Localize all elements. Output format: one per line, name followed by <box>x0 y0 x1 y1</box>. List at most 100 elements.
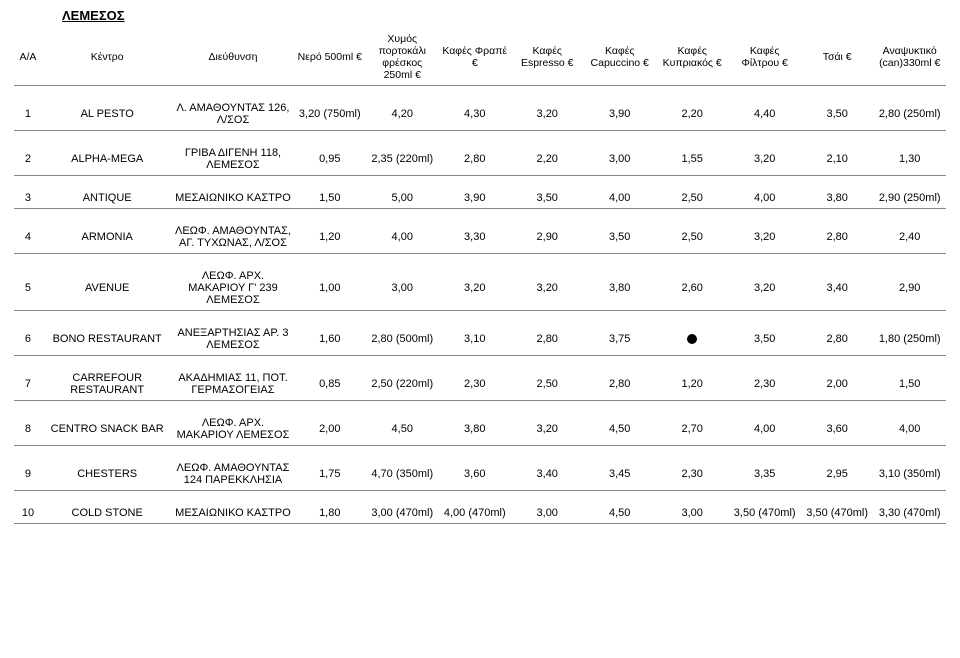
cell-aa: 6 <box>14 323 42 356</box>
cell-value: 3,60 <box>801 413 873 446</box>
cell-value: 2,60 <box>656 266 728 311</box>
cell-name: ALPHA-MEGA <box>42 143 172 176</box>
cell-address: ΛΕΩΦ. ΑΡΧ. ΜΑΚΑΡΙΟΥ ΛΕΜΕΣΟΣ <box>172 413 293 446</box>
cell-value: 3,20 <box>511 413 583 446</box>
cell-address: ΑΝΕΞΑΡΤΗΣΙΑΣ ΑΡ. 3 ΛΕΜΕΣΟΣ <box>172 323 293 356</box>
cell-value: 3,50 <box>511 188 583 209</box>
cell-value: 1,80 (250ml) <box>873 323 946 356</box>
cell-value: 3,50 (470ml) <box>801 503 873 524</box>
cell-value: 1,20 <box>294 221 366 254</box>
cell-value: 3,90 <box>439 188 511 209</box>
cell-value: 1,00 <box>294 266 366 311</box>
cell-aa: 7 <box>14 368 42 401</box>
cell-value: 2,90 <box>873 266 946 311</box>
cell-address: ΛΕΩΦ. ΑΡΧ. ΜΑΚΑΡΙΟΥ Γ' 239 ΛΕΜΕΣΟΣ <box>172 266 293 311</box>
cell-value: 4,50 <box>583 503 655 524</box>
col-capuccino: Καφές Capuccino € <box>583 29 655 86</box>
cell-value: 3,20 <box>728 143 800 176</box>
cell-aa: 1 <box>14 98 42 131</box>
cell-value: 3,90 <box>583 98 655 131</box>
cell-value: 3,10 <box>439 323 511 356</box>
col-juice: Χυμός πορτοκάλι φρέσκος 250ml € <box>366 29 438 86</box>
cell-value: 3,20 <box>439 266 511 311</box>
cell-value: 4,00 <box>366 221 438 254</box>
col-addr: Διεύθυνση <box>172 29 293 86</box>
cell-value: 2,80 (500ml) <box>366 323 438 356</box>
cell-name: CENTRO SNACK BAR <box>42 413 172 446</box>
cell-value: 0,95 <box>294 143 366 176</box>
cell-value: 3,00 <box>366 266 438 311</box>
table-header-row: A/A Κέντρο Διεύθυνση Νερό 500ml € Χυμός … <box>14 29 946 86</box>
cell-address: Λ. ΑΜΑΘΟΥΝΤΑΣ 126, Λ/ΣΟΣ <box>172 98 293 131</box>
cell-value: 2,80 <box>801 323 873 356</box>
col-aa: A/A <box>14 29 42 86</box>
cell-name: COLD STONE <box>42 503 172 524</box>
table-row: 1AL PESTOΛ. ΑΜΑΘΟΥΝΤΑΣ 126, Λ/ΣΟΣ3,20 (7… <box>14 98 946 131</box>
cell-name: AVENUE <box>42 266 172 311</box>
cell-value: 1,50 <box>873 368 946 401</box>
cell-value: 4,50 <box>583 413 655 446</box>
cell-value: 2,80 (250ml) <box>873 98 946 131</box>
cell-value: 1,20 <box>656 368 728 401</box>
cell-value: 4,00 <box>728 413 800 446</box>
cell-value: 4,30 <box>439 98 511 131</box>
cell-value: 4,40 <box>728 98 800 131</box>
cell-value: 0,85 <box>294 368 366 401</box>
table-row: 6BONO RESTAURANTΑΝΕΞΑΡΤΗΣΙΑΣ ΑΡ. 3 ΛΕΜΕΣ… <box>14 323 946 356</box>
cell-value: 3,30 (470ml) <box>873 503 946 524</box>
cell-value: 3,00 <box>656 503 728 524</box>
cell-name: CHESTERS <box>42 458 172 491</box>
cell-value: 2,00 <box>801 368 873 401</box>
cell-value: 4,00 <box>583 188 655 209</box>
col-espresso: Καφές Espresso € <box>511 29 583 86</box>
cell-value: 5,00 <box>366 188 438 209</box>
cell-value: 1,60 <box>294 323 366 356</box>
cell-value: 2,80 <box>439 143 511 176</box>
cell-value: 3,20 <box>728 266 800 311</box>
cell-value: 2,30 <box>439 368 511 401</box>
cell-value: 3,60 <box>439 458 511 491</box>
cell-value: 1,80 <box>294 503 366 524</box>
col-water: Νερό 500ml € <box>294 29 366 86</box>
cell-value: 3,35 <box>728 458 800 491</box>
cell-value: 3,30 <box>439 221 511 254</box>
cell-value: 2,80 <box>511 323 583 356</box>
cell-value: 3,00 (470ml) <box>366 503 438 524</box>
table-row: 3ANTIQUEΜΕΣΑΙΩΝΙΚΟ ΚΑΣΤΡΟ1,505,003,903,5… <box>14 188 946 209</box>
cell-value: 3,20 (750ml) <box>294 98 366 131</box>
cell-name: BONO RESTAURANT <box>42 323 172 356</box>
cell-aa: 9 <box>14 458 42 491</box>
cell-aa: 8 <box>14 413 42 446</box>
cell-value: 2,50 (220ml) <box>366 368 438 401</box>
cell-value: 3,50 <box>583 221 655 254</box>
cell-value: 3,80 <box>439 413 511 446</box>
cell-value: 3,20 <box>511 266 583 311</box>
page-title: ΛΕΜΕΣΟΣ <box>62 8 946 23</box>
cell-value: 1,30 <box>873 143 946 176</box>
cell-address: ΑΚΑΔΗΜΙΑΣ 11, ΠΟΤ. ΓΕΡΜΑΣΟΓΕΙΑΣ <box>172 368 293 401</box>
cell-address: ΛΕΩΦ. ΑΜΑΘΟΥΝΤΑΣ, ΑΓ. ΤΥΧΩΝΑΣ, Λ/ΣΟΣ <box>172 221 293 254</box>
cell-value: 3,20 <box>511 98 583 131</box>
cell-value: 2,30 <box>728 368 800 401</box>
cell-value: 2,80 <box>583 368 655 401</box>
table-row: 7CARREFOUR RESTAURANTΑΚΑΔΗΜΙΑΣ 11, ΠΟΤ. … <box>14 368 946 401</box>
cell-address: ΛΕΩΦ. ΑΜΑΘΟΥΝΤΑΣ 124 ΠΑΡΕΚΚΛΗΣΙΑ <box>172 458 293 491</box>
cell-value: 4,00 <box>728 188 800 209</box>
cell-value: 1,75 <box>294 458 366 491</box>
dot-icon <box>687 334 697 344</box>
cell-value: 3,50 (470ml) <box>728 503 800 524</box>
cell-value: 2,00 <box>294 413 366 446</box>
cell-value: 4,00 <box>873 413 946 446</box>
cell-value: 3,50 <box>728 323 800 356</box>
table-row: 4ARMONIAΛΕΩΦ. ΑΜΑΘΟΥΝΤΑΣ, ΑΓ. ΤΥΧΩΝΑΣ, Λ… <box>14 221 946 254</box>
cell-value: 2,90 <box>511 221 583 254</box>
cell-value: 2,50 <box>656 221 728 254</box>
cell-value: 4,70 (350ml) <box>366 458 438 491</box>
cell-value: 2,70 <box>656 413 728 446</box>
cell-value: 3,50 <box>801 98 873 131</box>
cell-value: 3,80 <box>801 188 873 209</box>
col-cypriot: Καφές Κυπριακός € <box>656 29 728 86</box>
cell-value: 3,80 <box>583 266 655 311</box>
cell-value: 3,40 <box>511 458 583 491</box>
col-softdrink: Αναψυκτικό (can)330ml € <box>873 29 946 86</box>
